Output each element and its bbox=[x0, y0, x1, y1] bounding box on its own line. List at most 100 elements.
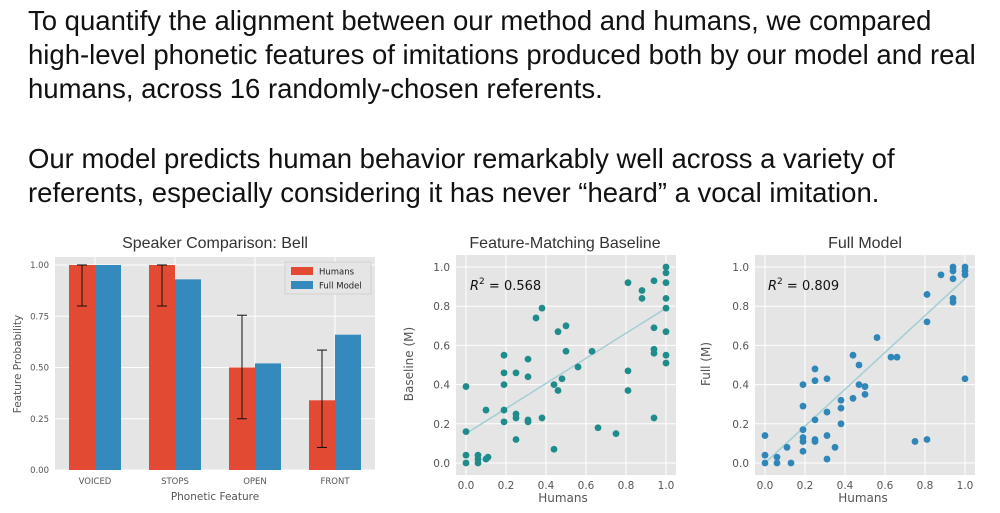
scatter1-point bbox=[624, 279, 632, 287]
scatter2-point bbox=[887, 353, 895, 361]
scatter2-point bbox=[855, 381, 863, 388]
scatter2-point bbox=[949, 298, 957, 306]
legend-label-full-model: Full Model bbox=[319, 282, 362, 292]
scatter1-r2-annotation: R2 = 0.568 bbox=[470, 277, 541, 294]
bar-ytick-label: 0.00 bbox=[30, 466, 49, 476]
scatter1-point bbox=[538, 414, 546, 422]
scatter2-point bbox=[823, 375, 831, 383]
scatter2-xlabel: Humans bbox=[838, 491, 888, 505]
bar-chart-speaker-comparison: Speaker Comparison: Bell 0.00 0.25 0.50 0.7… bbox=[12, 235, 375, 503]
scatter2-point bbox=[761, 432, 769, 439]
bar-chart-ylabel: Feature Probability bbox=[12, 315, 24, 414]
scatter2-xtick-label: 0.0 bbox=[757, 480, 774, 492]
bar-xtick-label: OPEN bbox=[243, 477, 267, 487]
intro-paragraph: To quantify the alignment between our me… bbox=[28, 5, 976, 104]
bar-full-model-front bbox=[335, 334, 361, 470]
scatter2-point bbox=[893, 353, 901, 361]
scatter1-point bbox=[662, 269, 670, 277]
scatter2-point bbox=[861, 383, 869, 390]
scatter2-point bbox=[799, 381, 807, 388]
scatter1-point bbox=[462, 383, 470, 390]
scatter2-point bbox=[761, 459, 769, 467]
scatter1-point bbox=[662, 294, 670, 302]
scatter1-point bbox=[484, 453, 492, 461]
scatter1-xtick-label: 0.4 bbox=[538, 480, 555, 492]
scatter2-ytick-label: 0.8 bbox=[732, 301, 749, 313]
scatter1-point bbox=[662, 304, 670, 312]
scatter1-xtick-label: 0.8 bbox=[618, 480, 635, 492]
scatter2-point bbox=[911, 438, 919, 445]
scatter1-point bbox=[538, 304, 546, 312]
scatter1-point bbox=[638, 287, 646, 294]
scatter2-point bbox=[811, 438, 819, 445]
bar-ytick-label: 0.75 bbox=[30, 312, 49, 322]
scatter2-point bbox=[923, 436, 931, 443]
conclusion-paragraph: Our model predicts human behavior remark… bbox=[28, 143, 895, 208]
scatter2-xtick-label: 1.0 bbox=[957, 480, 974, 492]
scatter1-point bbox=[500, 418, 508, 426]
scatter1-point bbox=[624, 387, 632, 394]
scatter1-point bbox=[512, 414, 520, 422]
scatter1-point bbox=[462, 428, 470, 436]
bar-ytick-label: 0.25 bbox=[30, 415, 49, 425]
scatter2-point bbox=[761, 451, 769, 459]
scatter1-xtick-label: 1.0 bbox=[658, 480, 675, 492]
scatter2-ytick-label: 0.0 bbox=[732, 458, 749, 470]
scatter2-point bbox=[849, 351, 857, 359]
bar-xtick-label: FRONT bbox=[320, 477, 350, 487]
scatter1-xtick-label: 0.0 bbox=[458, 480, 475, 492]
scatter2-xtick-label: 0.8 bbox=[917, 480, 934, 492]
scatter2-point bbox=[855, 361, 863, 369]
scatter1-point bbox=[612, 430, 620, 437]
scatter2-point bbox=[923, 318, 931, 326]
scatter1-point bbox=[474, 455, 482, 463]
scatter2-point bbox=[837, 396, 845, 404]
scatter1-point bbox=[500, 381, 508, 388]
scatter2-point bbox=[823, 432, 831, 439]
scatter2-point bbox=[837, 404, 845, 412]
scatter2-xtick-label: 0.6 bbox=[877, 480, 894, 492]
scatter1-ytick-label: 0.0 bbox=[433, 458, 450, 470]
scatter2-point bbox=[831, 443, 839, 451]
scatter2-point bbox=[773, 459, 781, 467]
scatter1-point bbox=[512, 369, 520, 377]
legend-swatch-full-model bbox=[291, 281, 313, 289]
scatter2-point bbox=[811, 365, 819, 373]
scatter1-title: Feature-Matching Baseline bbox=[469, 235, 660, 252]
scatter2-point bbox=[799, 438, 807, 445]
scatter2-ytick-label: 1.0 bbox=[732, 262, 749, 274]
scatter1-point bbox=[532, 314, 540, 322]
scatter2-ylabel: Full (M) bbox=[699, 342, 713, 386]
scatter2-point bbox=[873, 334, 881, 341]
scatter2-point bbox=[837, 420, 845, 428]
scatter1-point bbox=[562, 347, 570, 355]
scatter2-point bbox=[923, 291, 931, 298]
scatter1-point bbox=[650, 277, 658, 285]
scatter2-point bbox=[861, 391, 869, 398]
scatter1-point bbox=[550, 445, 558, 453]
legend-label-humans: Humans bbox=[319, 268, 355, 278]
scatter-chart-full-model: Full Model 0.0 0.2 0.4 0.6 0.8 1.0 0.0 0.2 0.4 0.… bbox=[699, 235, 975, 505]
bar-ytick-label: 1.00 bbox=[30, 261, 49, 271]
scatter2-point bbox=[949, 275, 957, 283]
scatter1-point bbox=[554, 328, 562, 336]
scatter1-xlabel: Humans bbox=[538, 491, 588, 505]
scatter1-fit-line bbox=[465, 307, 667, 435]
scatter1-point bbox=[650, 414, 658, 422]
scatter1-point bbox=[588, 347, 596, 355]
scatter1-point bbox=[574, 363, 582, 371]
legend-swatch-humans bbox=[291, 267, 313, 275]
scatter1-ytick-label: 0.6 bbox=[433, 340, 450, 352]
scatter1-point bbox=[482, 406, 490, 414]
scatter2-ytick-label: 0.4 bbox=[732, 380, 749, 392]
scatter2-title: Full Model bbox=[828, 235, 902, 252]
scatter2-point bbox=[849, 394, 857, 402]
scatter1-xtick-label: 0.6 bbox=[578, 480, 595, 492]
scatter2-xtick-label: 0.2 bbox=[797, 480, 814, 492]
scatter1-ytick-label: 0.8 bbox=[433, 301, 450, 313]
scatter1-point bbox=[550, 381, 558, 388]
bar-full-model-open bbox=[255, 363, 281, 470]
scatter2-fit-line bbox=[764, 278, 966, 464]
scatter1-point bbox=[558, 375, 566, 383]
